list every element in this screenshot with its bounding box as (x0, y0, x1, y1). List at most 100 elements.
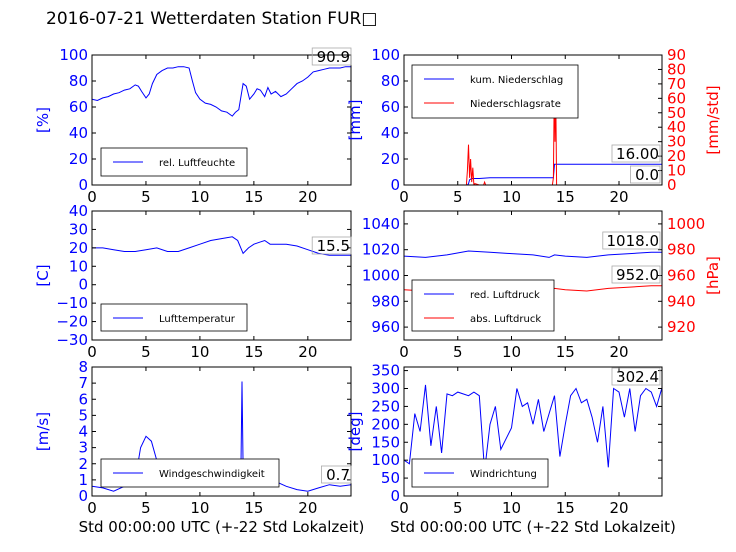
x-tick-label: 0 (87, 499, 97, 517)
x-tick-label: 15 (244, 499, 263, 517)
x-tick-label: 15 (556, 343, 575, 361)
x-tick-label: 10 (502, 343, 521, 361)
legend: Windrichtung (411, 458, 549, 488)
x-tick-label: 5 (141, 499, 151, 517)
y-tick-label: 40 (69, 124, 88, 142)
legend-label: red. Luftdruck (470, 290, 540, 301)
legend-box (411, 64, 579, 119)
series-line-red-luftdruck (404, 250, 662, 258)
series-line-kum-niederschlag (404, 163, 662, 185)
x-tick-label: 5 (453, 188, 463, 206)
x-tick-label: 5 (141, 343, 151, 361)
y-tick-label: 200 (371, 415, 400, 433)
y-tick-label: 0 (78, 276, 88, 294)
y-tick-label: 0 (390, 487, 400, 505)
chart-panel-4: 0 5 10 15 20 960 980 1000 1020 1040 920 940 960 980 10… (362, 210, 722, 361)
y-tick-label: 0 (78, 487, 88, 505)
y-tick-label: 100 (59, 46, 88, 64)
y-tick-label: 40 (69, 202, 88, 220)
x-tick-label: 15 (244, 188, 263, 206)
y-tick-label: 20 (69, 150, 88, 168)
last-value-box (630, 165, 661, 184)
y-tick-label-right: 10 (667, 162, 686, 180)
y-tick-label: 150 (371, 433, 400, 451)
y-tick-label: 960 (371, 318, 400, 336)
y-tick-label: 1000 (362, 267, 400, 285)
legend: kum. Niederschlag Niederschlagsrate (411, 64, 579, 119)
legend-label: Windrichtung (470, 469, 537, 480)
last-value-label: 0.7 (326, 466, 350, 484)
y-tick-label: 60 (69, 98, 88, 116)
legend-label: rel. Luftfeuchte (159, 158, 235, 169)
series-line-windrichtung (404, 384, 662, 471)
x-tick-label: 20 (609, 499, 628, 517)
plot-frame (91, 210, 352, 341)
y-tick-label: 0 (78, 176, 88, 194)
y-tick-label: 5 (78, 406, 88, 424)
y-tick-label: 3 (78, 439, 88, 457)
y-tick-label-right: 940 (667, 292, 696, 310)
y-tick-label-right: 0 (667, 176, 677, 194)
last-value-box (320, 465, 352, 484)
last-value-box (311, 236, 352, 255)
y-tick-label: 2 (78, 455, 88, 473)
chart-panel-2: 0 5 10 15 200204060801000102030405060708090[… (346, 46, 722, 206)
y-tick-label-right: 60 (667, 89, 686, 107)
x-axis-label: Std 00:00:00 UTC (+-22 Std Lokalzeit) (390, 518, 676, 536)
legend-label: abs. Luftdruck (470, 314, 541, 325)
plot-frame (403, 54, 663, 186)
x-tick-label: 15 (556, 499, 575, 517)
x-tick-label: 0 (399, 499, 409, 517)
chart-panel-3: 0 5 10 15 20−30−20−10010203040[C]Lufttempera… (34, 202, 352, 361)
y-axis-label-right: [hPa] (704, 256, 722, 295)
y-tick-label: 300 (371, 380, 400, 398)
y-tick-label-right: 50 (667, 104, 686, 122)
x-tick-label: 5 (141, 188, 151, 206)
legend-box (411, 279, 555, 332)
last-value-label: 0.0 (635, 166, 659, 184)
x-tick-label: 20 (609, 343, 628, 361)
y-tick-label-right: 920 (667, 318, 696, 336)
y-tick-label: 1040 (362, 215, 400, 233)
y-tick-label: 20 (69, 239, 88, 257)
y-tick-label-right: 90 (667, 46, 686, 64)
y-tick-label: −20 (56, 313, 88, 331)
y-tick-label: −30 (56, 331, 88, 349)
last-value-label: 15.5 (317, 237, 350, 255)
legend-label: Windgeschwindigkeit (159, 469, 265, 480)
y-axis-label: [%] (34, 107, 52, 133)
y-axis-label: [m/s] (34, 412, 52, 451)
series-line-rel-luftfeuchte (92, 66, 351, 117)
y-tick-label-right: 1000 (667, 215, 705, 233)
y-tick-label-right: 30 (667, 133, 686, 151)
y-tick-label: −10 (56, 294, 88, 312)
last-value-box (611, 367, 661, 386)
y-tick-label: 6 (78, 390, 88, 408)
x-tick-label: 15 (244, 343, 263, 361)
y-tick-label-right: 40 (667, 118, 686, 136)
last-value-label: 16.00 (616, 145, 659, 163)
x-tick-label: 0 (87, 188, 97, 206)
x-axis-label: Std 00:00:00 UTC (+-22 Std Lokalzeit) (79, 518, 365, 536)
y-tick-label-right: 980 (667, 241, 696, 259)
legend: Lufttemperatur (100, 303, 248, 332)
x-tick-label: 20 (298, 343, 317, 361)
last-value-box (611, 265, 661, 284)
y-tick-label: 60 (381, 98, 400, 116)
last-value-box (602, 231, 661, 250)
x-tick-label: 20 (609, 188, 628, 206)
x-tick-label: 20 (298, 188, 317, 206)
legend-label: Niederschlagsrate (470, 99, 561, 110)
y-tick-label: 80 (381, 72, 400, 90)
y-tick-label: 20 (381, 150, 400, 168)
y-tick-label: 100 (371, 451, 400, 469)
y-tick-label: 0 (390, 176, 400, 194)
y-tick-label: 80 (69, 72, 88, 90)
legend: rel. Luftfeuchte (100, 147, 248, 177)
y-tick-label-right: 80 (667, 60, 686, 78)
x-tick-label: 0 (399, 188, 409, 206)
x-tick-label: 5 (453, 343, 463, 361)
